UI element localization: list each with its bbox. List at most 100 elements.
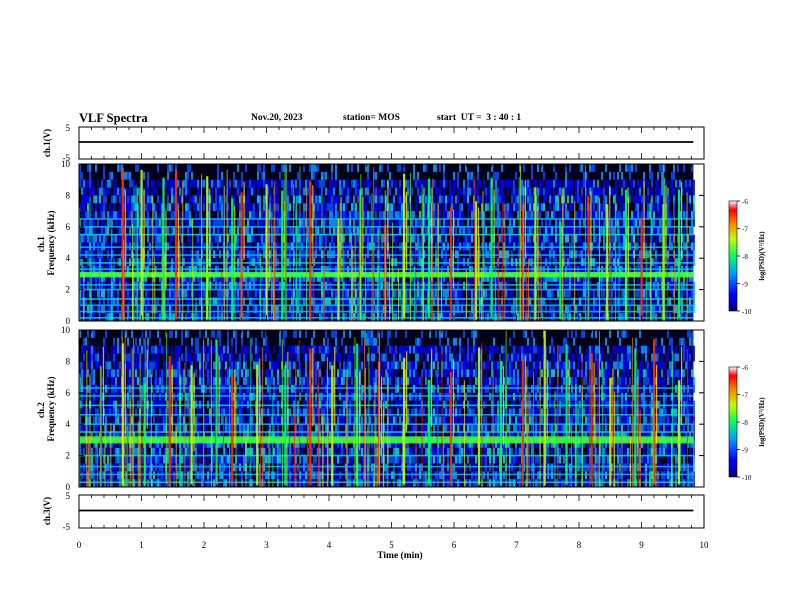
ch3-ytick-neg5: -5 bbox=[63, 522, 71, 532]
ch2-spectrogram-ytick: 4 bbox=[66, 419, 71, 429]
ch1-spectrogram-burst bbox=[121, 168, 124, 320]
ch2-spectrogram-colorbar-tick: -8 bbox=[742, 419, 748, 427]
time-tick-label: 3 bbox=[264, 540, 269, 550]
ch2-colorbar-label: log(PSD)(V²/Hz) bbox=[758, 397, 766, 447]
ch1-spectrogram-burst bbox=[265, 184, 268, 320]
ch2-spectrogram-ytick: 10 bbox=[61, 325, 71, 335]
ch1-spectrogram-burst bbox=[281, 190, 284, 320]
time-tick-label: 1 bbox=[139, 540, 144, 550]
ch2-spectrogram-burst bbox=[256, 364, 259, 486]
ch2-ylabel-freq: Frequency (kHz) bbox=[46, 376, 56, 441]
time-axis-label: Time (min) bbox=[377, 550, 422, 561]
ch1-spectrogram-burst bbox=[521, 204, 524, 320]
ch1-spectrogram-burst bbox=[206, 176, 209, 320]
ch1-ytick-5: 5 bbox=[66, 123, 71, 133]
ch2-spectrogram-band bbox=[79, 395, 694, 397]
ch2-colorbar bbox=[728, 366, 738, 478]
ch1-spectrogram-burst bbox=[162, 177, 165, 320]
ch1-spectrogram-burst bbox=[174, 169, 178, 320]
ch1-colorbar bbox=[728, 200, 738, 312]
ch2-spectrogram-band bbox=[79, 481, 694, 484]
ch1-spectrogram-burst bbox=[640, 217, 643, 320]
ch2-spectrogram-band bbox=[79, 431, 694, 433]
figure-title: VLF Spectra bbox=[79, 111, 148, 125]
ch1-spectrogram-ytick: 2 bbox=[66, 285, 71, 295]
ch2-spectrogram-image bbox=[79, 330, 695, 487]
time-tick-label: 9 bbox=[639, 540, 644, 550]
ch2-spectrogram-burst bbox=[121, 343, 124, 486]
ch3-ytick-5: 5 bbox=[66, 491, 71, 501]
ch1-spectrogram-image bbox=[79, 164, 695, 321]
ch1-spectrogram-ylabel: ch.1 Frequency (kHz) bbox=[36, 210, 56, 275]
ch1-spectrogram-ytick: 0 bbox=[66, 316, 71, 326]
ch2-spectrogram-band bbox=[79, 436, 694, 441]
ch2-spectrogram-band bbox=[79, 387, 694, 389]
ch2-spectrogram-colorbar-tick: -6 bbox=[742, 364, 748, 372]
ch2-spectrogram-band bbox=[79, 413, 694, 416]
time-axis: 0 1 2 3 4 5 6 7 8 9 10 bbox=[77, 127, 709, 550]
ch1-spectrogram-burst bbox=[490, 177, 493, 320]
ch1-ytick-neg5: -5 bbox=[63, 153, 71, 163]
ch1-voltage-ylabel: ch.1(V) bbox=[42, 129, 52, 157]
ch2-spectrogram-ytick: 2 bbox=[66, 451, 71, 461]
ch2-spectrogram-burst bbox=[190, 365, 193, 486]
ch2-spectrogram-burst bbox=[543, 330, 546, 486]
time-tick-label: 6 bbox=[452, 540, 457, 550]
ch2-spectrogram-band bbox=[79, 404, 694, 407]
ch1-spectrogram-burst bbox=[449, 207, 453, 320]
time-tick-label: 4 bbox=[327, 540, 332, 550]
ch2-ylabel-channel: ch.2 bbox=[36, 402, 46, 418]
ch2-spectrogram-burst bbox=[521, 358, 524, 486]
ch1-spectrogram-colorbar-tick: -7 bbox=[742, 226, 748, 234]
ch2-spectrogram-band bbox=[79, 439, 694, 444]
time-tick-label: 7 bbox=[514, 540, 519, 550]
ch2-spectrogram-band bbox=[79, 423, 694, 425]
ch2-spectrogram-burst bbox=[309, 348, 312, 486]
ch1-spectrogram-burst bbox=[474, 201, 478, 320]
ch1-ylabel-channel: ch.1 bbox=[36, 236, 46, 252]
ch2-spectrogram-burst bbox=[231, 376, 234, 486]
ch2-spectrogram-burst bbox=[284, 365, 287, 486]
time-tick-label: 2 bbox=[202, 540, 207, 550]
ch2-spectrogram-burst bbox=[499, 361, 503, 486]
ch2-spectrogram-burst bbox=[403, 357, 406, 486]
ch1-spectrogram-burst bbox=[337, 218, 340, 320]
ch1-spectrogram-ytick: 10 bbox=[61, 159, 71, 169]
ch2-spectrogram-burst bbox=[449, 372, 453, 486]
ch1-spectrogram-ytick: 4 bbox=[66, 253, 71, 263]
ch2-spectrogram-burst bbox=[678, 380, 681, 486]
ch2-spectrogram-burst bbox=[478, 347, 481, 486]
ch3-voltage-ylabel: ch.3(V) bbox=[42, 497, 52, 525]
ch1-spectrogram-panel: 0 2 4 6 8 10 ch.1 Frequency (kHz) -6 -7 -8 -9 -10… bbox=[36, 159, 766, 326]
ch2-spectrogram-burst bbox=[215, 340, 218, 486]
ch1-spectrogram-burst bbox=[309, 181, 312, 320]
ch1-spectrogram-ytick: 6 bbox=[66, 222, 71, 232]
ch2-spectrogram-ytick: 6 bbox=[66, 388, 71, 398]
ch2-spectrogram-band bbox=[79, 473, 694, 476]
ch2-spectrogram-colorbar-tick: -9 bbox=[742, 447, 748, 455]
ch2-spectrogram-ylabel: ch.2 Frequency (kHz) bbox=[36, 376, 56, 441]
ch2-spectrogram-panel: 0 2 4 6 8 10 ch.2 Frequency (kHz) -6 -7 -8 -9 -10… bbox=[36, 325, 766, 492]
time-tick-label: 0 bbox=[77, 540, 82, 550]
date-label: Nov.20, 2023 bbox=[251, 113, 303, 123]
ch1-spectrogram-colorbar-tick: -6 bbox=[742, 198, 748, 206]
ch2-spectrogram-burst bbox=[168, 355, 171, 486]
ch1-spectrogram-burst bbox=[606, 204, 609, 320]
ch2-spectrogram-colorbar-tick: -10 bbox=[742, 474, 752, 482]
ch2-spectrogram-colorbar-tick: -7 bbox=[742, 392, 748, 400]
time-tick-label: 8 bbox=[577, 540, 582, 550]
station-label: station= MOS bbox=[343, 113, 400, 123]
ch1-spectrogram-burst bbox=[140, 169, 143, 320]
ch1-spectrogram-burst bbox=[678, 189, 681, 320]
time-tick-label: 5 bbox=[389, 540, 394, 550]
ch1-spectrogram-colorbar-tick: -8 bbox=[742, 253, 748, 261]
ch2-spectrogram-band bbox=[79, 454, 694, 457]
ch2-spectrogram-band bbox=[79, 465, 694, 468]
time-tick-label: 10 bbox=[700, 540, 710, 550]
ch1-spectrogram-burst bbox=[559, 221, 562, 320]
ch2-spectrogram-burst bbox=[428, 379, 431, 486]
ch2-spectrogram-burst bbox=[609, 377, 612, 486]
ch2-spectrogram-burst bbox=[565, 344, 568, 486]
ch1-spectrogram-burst bbox=[428, 178, 431, 320]
